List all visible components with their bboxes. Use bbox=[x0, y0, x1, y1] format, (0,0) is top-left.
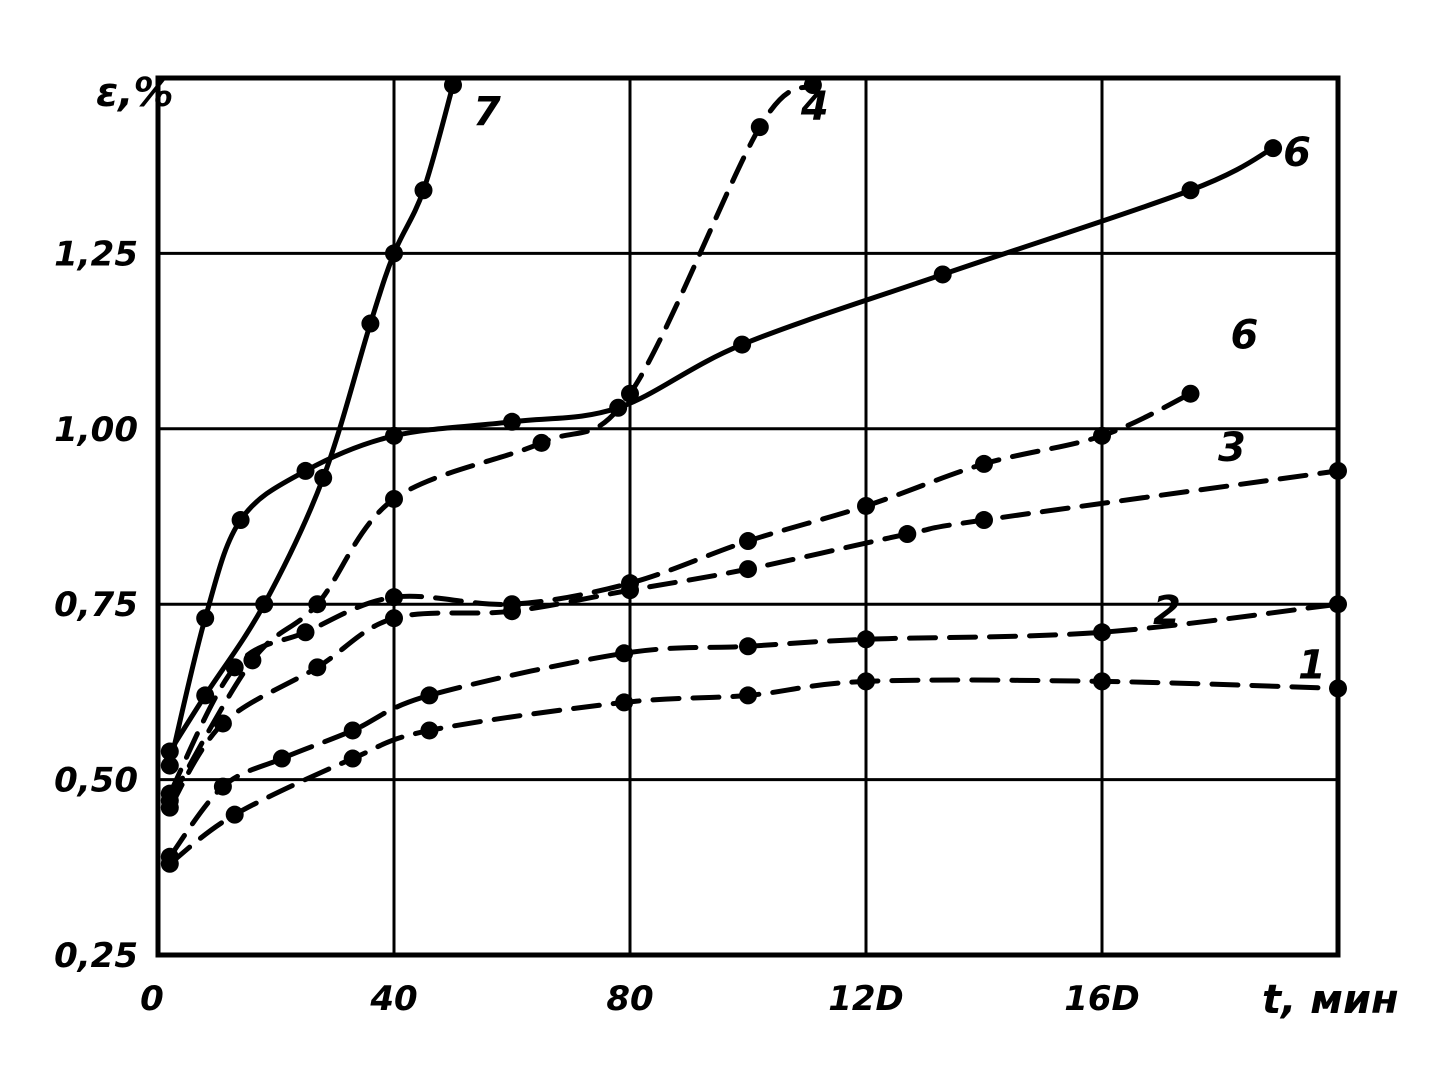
series-point-2-9 bbox=[1329, 595, 1347, 614]
x-tick-label-1: 40 bbox=[369, 979, 417, 1019]
series-point-5-8 bbox=[975, 454, 993, 473]
y-axis-label: ε,% bbox=[96, 70, 174, 116]
series-point-1-1 bbox=[225, 805, 244, 824]
series-point-2-2 bbox=[272, 749, 291, 768]
y-tick-label-0: 0,25 bbox=[54, 936, 138, 976]
series-point-2-7 bbox=[857, 630, 875, 649]
series-line-5 bbox=[167, 391, 1193, 797]
curve-label-7: 7 bbox=[473, 89, 501, 135]
x-tick-label-4: 16D bbox=[1064, 979, 1140, 1019]
series-point-6-5 bbox=[503, 412, 521, 431]
series-point-1-3 bbox=[420, 721, 439, 740]
x-tick-label-2: 80 bbox=[606, 979, 653, 1019]
series-point-1-2 bbox=[343, 749, 362, 768]
series-point-4-5 bbox=[621, 384, 639, 403]
series-point-1-6 bbox=[857, 672, 875, 691]
series-point-4-2 bbox=[308, 595, 327, 614]
series-line-1 bbox=[167, 677, 1341, 867]
series-point-7-6 bbox=[414, 181, 433, 200]
x-tick-label-0: 0 bbox=[140, 979, 164, 1019]
series-point-3-6 bbox=[739, 560, 757, 579]
y-tick-label-2: 0,75 bbox=[54, 585, 138, 625]
curve-label-6: 6 bbox=[1283, 130, 1311, 176]
series-point-5-4 bbox=[503, 595, 521, 614]
series-point-6-7 bbox=[733, 335, 752, 354]
series-point-1-4 bbox=[615, 693, 634, 712]
series-point-7-1 bbox=[196, 686, 215, 705]
curve-label-2: 2 bbox=[1153, 588, 1181, 634]
series-point-7-2 bbox=[255, 595, 274, 614]
series-point-4-4 bbox=[532, 433, 551, 452]
series-line-4 bbox=[167, 82, 816, 804]
series-point-3-8 bbox=[975, 511, 993, 530]
plot-frame bbox=[155, 75, 1341, 958]
series-point-5-0 bbox=[160, 784, 179, 803]
series-point-3-2 bbox=[308, 658, 327, 677]
series-point-2-8 bbox=[1093, 623, 1111, 642]
grid bbox=[158, 78, 1338, 955]
series-point-6-10 bbox=[1264, 139, 1283, 158]
series-point-1-8 bbox=[1329, 679, 1347, 698]
series-point-7-7 bbox=[444, 76, 462, 95]
curve-label-5: 6 bbox=[1231, 313, 1259, 359]
series-point-5-9 bbox=[1093, 426, 1111, 445]
series-point-7-3 bbox=[314, 468, 333, 487]
series-point-2-0 bbox=[160, 847, 179, 866]
y-tick-label-1: 0,50 bbox=[54, 761, 138, 801]
y-tick-label-4: 1,25 bbox=[54, 234, 138, 274]
curve-label-4: 4 bbox=[800, 84, 829, 130]
series-point-6-9 bbox=[1181, 181, 1200, 200]
series-point-7-5 bbox=[385, 244, 403, 263]
series-point-1-7 bbox=[1093, 672, 1111, 691]
tick-labels: 0 40 80 12D 16D 0,25 0,50 0,75 1,00 1,25 bbox=[54, 234, 1140, 1019]
series-point-2-6 bbox=[739, 637, 757, 656]
series-point-2-1 bbox=[213, 777, 232, 796]
series-point-6-3 bbox=[296, 461, 315, 480]
series-point-5-5 bbox=[621, 574, 639, 593]
series-point-5-7 bbox=[857, 496, 875, 515]
series-point-1-5 bbox=[739, 686, 757, 705]
curve-label-3: 3 bbox=[1218, 425, 1246, 471]
x-axis-label: t, мин bbox=[1262, 977, 1399, 1023]
series-point-2-5 bbox=[615, 644, 634, 663]
series-point-3-3 bbox=[385, 609, 403, 628]
series-point-6-4 bbox=[385, 426, 403, 445]
x-tick-label-3: 12D bbox=[828, 979, 904, 1019]
series-line-7 bbox=[167, 82, 456, 755]
series-point-2-3 bbox=[343, 721, 362, 740]
series-point-4-3 bbox=[385, 489, 403, 508]
series-point-4-6 bbox=[750, 118, 769, 137]
series-point-6-1 bbox=[196, 609, 215, 628]
series-point-7-4 bbox=[361, 314, 380, 333]
series-point-6-8 bbox=[933, 265, 952, 284]
curve-labels: 1 2 3 4 6 6 7 bbox=[473, 84, 1326, 688]
series-point-3-9 bbox=[1329, 461, 1347, 480]
series-point-6-6 bbox=[609, 398, 628, 417]
curve-label-1: 1 bbox=[1298, 642, 1326, 688]
axes bbox=[155, 75, 1341, 958]
series-point-6-2 bbox=[231, 511, 250, 530]
series-point-5-2 bbox=[296, 623, 315, 642]
series-point-7-0 bbox=[160, 742, 179, 761]
series-point-5-10 bbox=[1181, 384, 1200, 403]
series-point-2-4 bbox=[420, 686, 439, 705]
series-point-5-3 bbox=[385, 588, 403, 607]
series-point-4-7 bbox=[803, 76, 822, 95]
series-point-3-7 bbox=[898, 525, 917, 544]
series-group bbox=[160, 76, 1347, 873]
series-point-6-0 bbox=[160, 756, 179, 775]
series-point-5-6 bbox=[739, 532, 757, 551]
series-line-6 bbox=[167, 145, 1276, 769]
y-tick-label-3: 1,00 bbox=[54, 410, 138, 450]
